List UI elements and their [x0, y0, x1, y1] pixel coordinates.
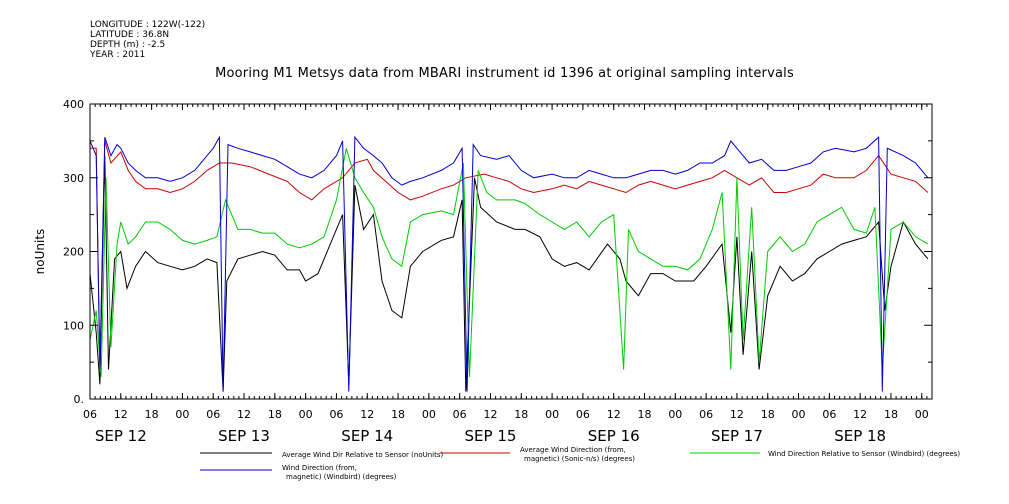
- year-label: YEAR : 2011: [90, 50, 146, 60]
- date-label: SEP 15: [465, 427, 517, 445]
- x-tick-label: 18: [145, 408, 159, 421]
- longitude-label: LONGITUDE : 122W(-122): [90, 20, 206, 30]
- legend-label-3: Wind Direction Relative to Sensor (Windb…: [768, 450, 960, 458]
- x-tick-label: 12: [114, 408, 128, 421]
- depth-label: DEPTH (m) : -2.5: [90, 40, 166, 50]
- x-tick-label: 00: [792, 408, 806, 421]
- series-line-1: [89, 155, 929, 392]
- x-tick-label: 00: [545, 408, 559, 421]
- x-tick-label: 06: [329, 408, 343, 421]
- x-tick-label: 06: [206, 408, 220, 421]
- x-tick-label: 12: [607, 408, 621, 421]
- x-tick-label: 12: [237, 408, 251, 421]
- x-tick-label: 06: [83, 408, 97, 421]
- series-line-3: [89, 148, 929, 377]
- x-tick-label: 06: [576, 408, 590, 421]
- series-layer: [89, 135, 929, 392]
- date-label: SEP 16: [588, 427, 640, 445]
- x-tick-label: 12: [483, 408, 497, 421]
- date-label: SEP 14: [341, 427, 393, 445]
- legend-label-1: Average Wind Dir Relative to Sensor (noU…: [282, 451, 443, 459]
- legend: Average Wind Dir Relative to Sensor (noU…: [200, 446, 960, 481]
- x-tick-label: 00: [915, 408, 929, 421]
- y-tick-label: 100: [63, 319, 84, 332]
- x-tick-label: 00: [668, 408, 682, 421]
- date-label: SEP 18: [834, 427, 886, 445]
- x-tick-label: 06: [699, 408, 713, 421]
- x-tick-label: 12: [853, 408, 867, 421]
- chart-title: Mooring M1 Metsys data from MBARI instru…: [215, 66, 794, 81]
- x-tick-label: 18: [391, 408, 405, 421]
- plot-frame: [89, 103, 933, 400]
- x-tick-label: 12: [730, 408, 744, 421]
- legend-label-2: Average Wind Direction (from, magnetic) (…: [520, 446, 635, 463]
- x-tick-label: 00: [299, 408, 313, 421]
- y-tick-label: 0.: [74, 393, 85, 406]
- x-tick-label: 18: [884, 408, 898, 421]
- series-line-2: [90, 140, 929, 370]
- y-tick-label: 200: [63, 246, 84, 259]
- x-tick-label: 06: [822, 408, 836, 421]
- axis-layer: 0. 100 200 300 400 06 12 18 00 06 12 18 00 06 12 18 00 06…: [63, 98, 932, 445]
- y-tick-label: 300: [63, 172, 84, 185]
- x-tick-label: 00: [422, 408, 436, 421]
- x-tick-label: 12: [360, 408, 374, 421]
- latitude-label: LATITUDE : 36.8N: [90, 30, 170, 40]
- x-tick-label: 18: [638, 408, 652, 421]
- x-tick-label: 18: [268, 408, 282, 421]
- date-label: SEP 13: [218, 427, 270, 445]
- date-label: SEP 17: [711, 427, 763, 445]
- y-tick-label: 400: [63, 98, 84, 111]
- date-label: SEP 12: [95, 427, 147, 445]
- x-tick-label: 18: [761, 408, 775, 421]
- x-tick-label: 00: [175, 408, 189, 421]
- series-line-4: [89, 135, 929, 392]
- x-tick-label: 06: [453, 408, 467, 421]
- legend-label-4: Wind Direction (from, magnetic) (Windbird…: [282, 464, 397, 481]
- y-axis-label: noUnits: [33, 229, 47, 275]
- metadata-block: LONGITUDE : 122W(-122) LATITUDE : 36.8N …: [90, 20, 205, 60]
- x-tick-label: 18: [514, 408, 528, 421]
